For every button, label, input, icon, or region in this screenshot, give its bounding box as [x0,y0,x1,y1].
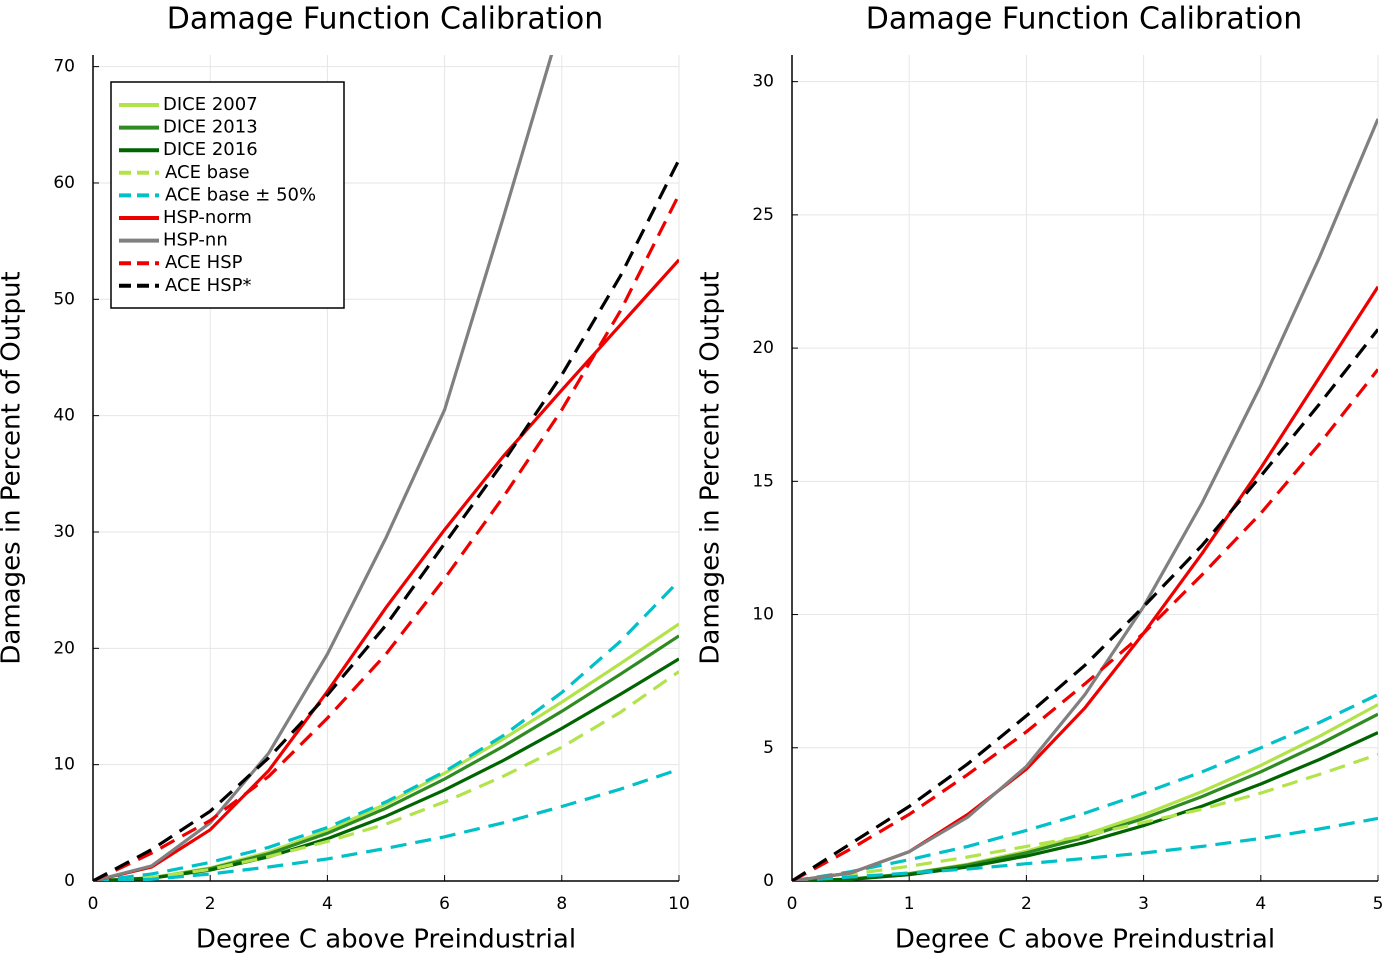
chart-title: Damage Function Calibration [866,2,1303,37]
y-tick-label: 10 [53,755,75,775]
legend-label: HSP-norm [163,207,252,228]
y-tick-label: 20 [752,338,774,358]
y-tick-label: 70 [53,57,75,77]
x-tick-label: 2 [205,894,216,914]
curve [792,118,1378,881]
y-tick-label: 30 [53,522,75,542]
y-tick-label: 40 [53,406,75,426]
curve [792,328,1378,881]
y-tick-label: 25 [752,205,774,225]
curve [93,670,679,881]
plot-lines [93,55,679,881]
legend-label: DICE 2016 [163,139,258,160]
y-tick-label: 30 [752,72,774,92]
curve [792,703,1378,881]
curve [792,285,1378,881]
x-tick-label: 10 [668,894,690,914]
x-tick-label: 4 [322,894,333,914]
curve [93,158,679,881]
curve [792,816,1378,881]
curve [93,258,679,881]
y-tick-label: 0 [763,871,774,891]
legend-label: DICE 2007 [163,94,258,115]
legend-box [110,81,345,309]
x-tick-label: 2 [1021,894,1032,914]
plot-lines [792,118,1378,881]
y-tick-label: 10 [752,605,774,625]
x-tick-label: 3 [1138,894,1149,914]
legend-label: HSP-nn [163,230,228,251]
legend-label: ACE base [165,162,250,183]
chart-title: Damage Function Calibration [167,2,604,37]
curve [792,712,1378,881]
x-tick-label: 1 [904,894,915,914]
curve [792,731,1378,881]
x-tick-label: 0 [88,894,99,914]
x-tick-label: 5 [1373,894,1384,914]
y-tick-label: 5 [763,738,774,758]
x-axis-label: Degree C above Preindustrial [196,925,576,955]
y-tick-label: 15 [752,471,774,491]
y-axis-label: Damages in Percent of Output [696,271,726,664]
curve [93,55,554,881]
curve [792,368,1378,881]
y-tick-label: 50 [53,289,75,309]
curve [93,579,679,881]
curve [93,767,679,881]
x-tick-label: 0 [787,894,798,914]
curve [792,693,1378,881]
legend-label: ACE base ± 50% [165,184,316,205]
curve [93,657,679,881]
legend-label: DICE 2013 [163,117,258,138]
x-axis-label: Degree C above Preindustrial [895,925,1275,955]
legend-label: ACE HSP [165,252,243,273]
y-axis-label: Damages in Percent of Output [0,271,27,664]
y-tick-label: 20 [53,638,75,658]
legend-label: ACE HSP* [165,275,251,296]
y-tick-label: 60 [53,173,75,193]
y-tick-label: 0 [64,871,75,891]
x-tick-label: 4 [1255,894,1266,914]
x-tick-label: 6 [439,894,450,914]
curve [93,193,679,881]
x-tick-label: 8 [556,894,567,914]
